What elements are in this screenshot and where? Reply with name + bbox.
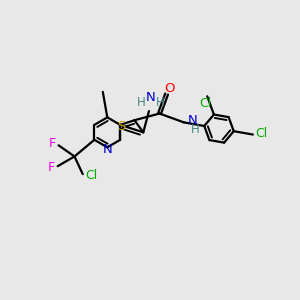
Text: F: F — [49, 137, 56, 150]
Text: N: N — [146, 91, 155, 104]
Text: F: F — [48, 161, 55, 174]
Text: Cl: Cl — [256, 127, 268, 140]
Text: O: O — [164, 82, 175, 95]
Text: N: N — [102, 143, 112, 156]
Text: H: H — [156, 96, 164, 109]
Text: Cl: Cl — [85, 169, 97, 182]
Text: H: H — [191, 123, 200, 136]
Text: N: N — [188, 114, 198, 128]
Text: Cl: Cl — [200, 97, 212, 110]
Text: H: H — [137, 96, 146, 109]
Text: S: S — [118, 120, 126, 133]
